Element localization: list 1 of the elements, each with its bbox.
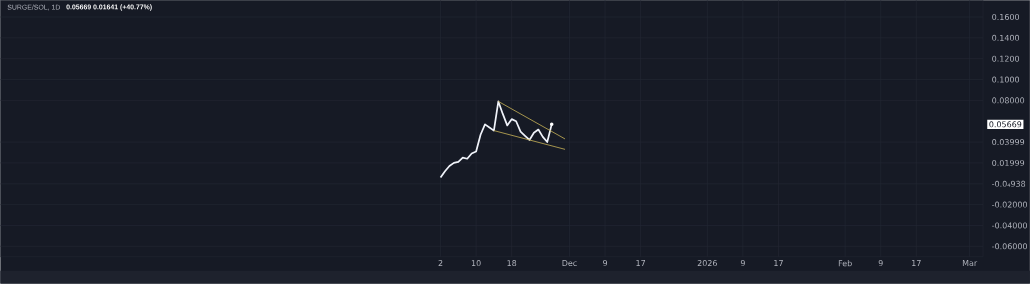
- line-series: [439, 100, 554, 179]
